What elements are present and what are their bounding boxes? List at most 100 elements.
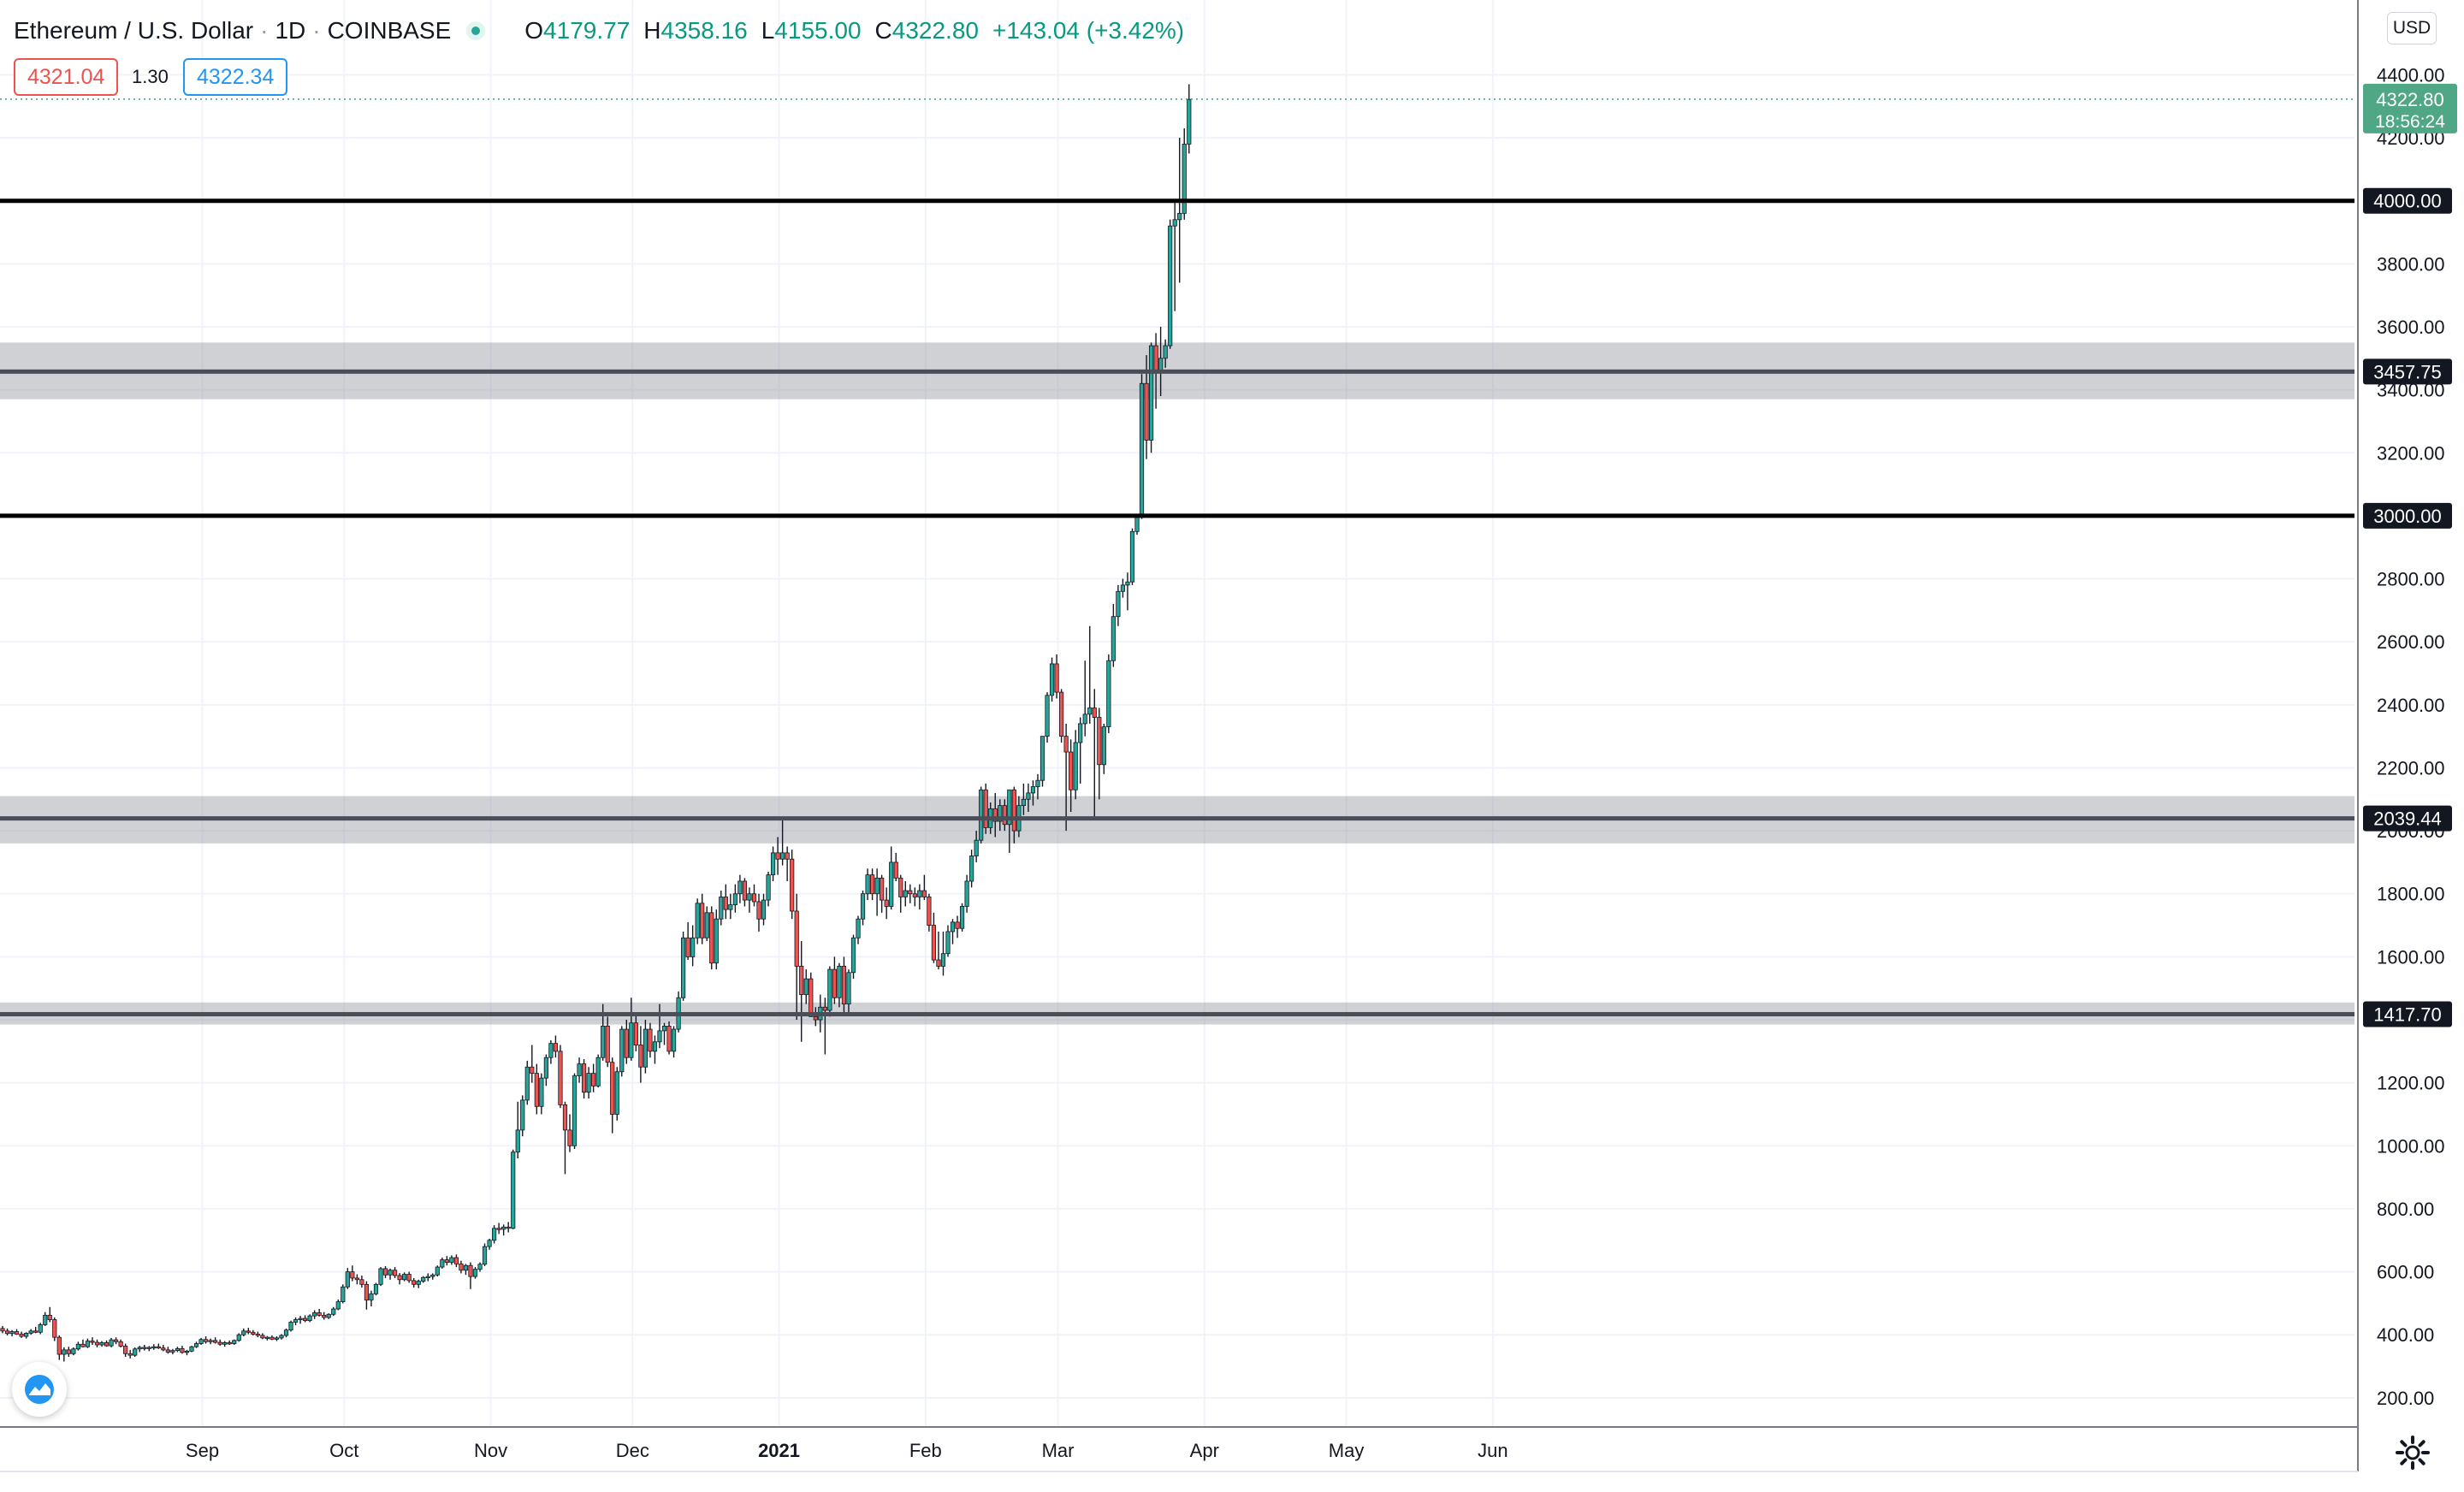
candle-body <box>950 921 956 932</box>
candle-body <box>548 1043 554 1058</box>
candle-body <box>1106 660 1111 727</box>
candle-body <box>1007 789 1012 826</box>
candle-body <box>416 1281 421 1285</box>
candle-body <box>236 1334 241 1341</box>
candle-body <box>19 1334 24 1337</box>
candle-body <box>251 1331 256 1335</box>
candle-body <box>170 1350 175 1353</box>
candle-body <box>453 1257 459 1264</box>
candle-body <box>903 890 908 897</box>
candle-body <box>756 901 761 920</box>
candle-body <box>123 1346 128 1354</box>
candle-body <box>1082 713 1087 725</box>
price-tick-label: 400.00 <box>2377 1324 2434 1346</box>
candle-body <box>761 899 767 920</box>
market-status-icon[interactable] <box>466 21 486 40</box>
candle-body <box>1040 736 1045 781</box>
candle-body <box>884 899 889 907</box>
candle-body <box>9 1331 15 1335</box>
candle-body <box>595 1057 601 1086</box>
candle-body <box>421 1276 426 1282</box>
candle-body <box>487 1240 492 1247</box>
candle-body <box>1049 663 1055 696</box>
time-tick-label: Oct <box>329 1440 358 1461</box>
buy-button[interactable]: 4322.34 <box>183 58 288 96</box>
currency-button[interactable]: USD <box>2387 12 2437 44</box>
low-value: 4155.00 <box>774 17 862 44</box>
candle-body <box>666 1025 672 1052</box>
time-tick-label: Nov <box>474 1440 507 1461</box>
candle-body <box>203 1339 209 1342</box>
candle-body <box>624 1028 629 1058</box>
candle-body <box>605 1025 610 1063</box>
last-price-badge <box>2363 83 2457 133</box>
tradingview-logo-icon[interactable] <box>12 1362 67 1417</box>
candle-body <box>435 1266 440 1276</box>
candle-body <box>359 1279 364 1285</box>
candle-body <box>1144 382 1149 441</box>
candle-body <box>1045 695 1050 737</box>
candle-body <box>591 1073 596 1086</box>
candle-body <box>530 1066 535 1075</box>
candle-body <box>865 874 870 895</box>
candle-body <box>412 1280 417 1285</box>
time-tick-label: Dec <box>616 1440 649 1461</box>
candle-body <box>213 1340 218 1343</box>
price-tick-label: 3800.00 <box>2377 253 2445 275</box>
price-tick-label: 1600.00 <box>2377 946 2445 968</box>
level-price-tag <box>2363 358 2452 385</box>
candle-body <box>1002 805 1007 826</box>
gear-icon[interactable] <box>2392 1432 2433 1473</box>
candle-body <box>482 1246 488 1265</box>
candle-body <box>326 1313 331 1318</box>
candle-body <box>567 1129 572 1146</box>
candle-body <box>714 918 719 964</box>
level-price-label: 3000.00 <box>2373 506 2442 527</box>
candle-body <box>142 1347 147 1349</box>
open-value: 4179.77 <box>543 17 631 44</box>
candle-body <box>610 1062 615 1115</box>
time-axis[interactable]: Sep Oct Nov Dec 2021 Feb Mar Apr May Jun <box>0 1426 2358 1472</box>
candle-body <box>742 880 748 901</box>
candle-body <box>1035 779 1040 787</box>
price-tick-label: 4400.00 <box>2377 64 2445 86</box>
candle-body <box>302 1317 308 1322</box>
level-price-label: 4000.00 <box>2373 191 2442 212</box>
candle-body <box>1059 691 1064 737</box>
candle-body <box>709 912 714 964</box>
candle-body <box>0 1328 5 1332</box>
price-axis[interactable]: 200.00 400.00 600.00 800.00 1000.00 1200.00 14… <box>2357 0 2457 1471</box>
candle-body <box>629 1022 634 1058</box>
candle-body <box>118 1341 123 1347</box>
candle-body <box>279 1335 284 1339</box>
candle-body <box>1163 345 1168 359</box>
candle-body <box>737 880 743 895</box>
symbol-name[interactable]: Ethereum / U.S. Dollar <box>14 17 254 44</box>
candle-body <box>790 858 795 912</box>
candle-body <box>983 789 988 828</box>
candle-body <box>501 1226 506 1230</box>
candle-body <box>874 877 880 895</box>
candle-body <box>444 1259 449 1263</box>
sell-button[interactable]: 4321.04 <box>14 58 119 96</box>
candle-body <box>723 897 728 910</box>
candle-body <box>350 1271 355 1279</box>
candle-body <box>198 1339 204 1344</box>
horizontal-levels[interactable] <box>0 98 2354 1017</box>
candle-body <box>685 937 690 957</box>
candle-body <box>1101 726 1106 766</box>
candle-body <box>785 852 790 860</box>
price-tick-label: 1000.00 <box>2377 1135 2445 1157</box>
candle-body <box>661 1025 667 1032</box>
candle-body <box>217 1341 222 1345</box>
candle-body <box>766 874 771 901</box>
candle-body <box>586 1073 591 1093</box>
interval[interactable]: 1D <box>275 17 306 44</box>
candlestick-series[interactable] <box>0 84 1192 1362</box>
candle-body <box>14 1331 20 1335</box>
candle-body <box>392 1270 398 1276</box>
candle-body <box>369 1293 374 1301</box>
candle-body <box>274 1337 280 1340</box>
close-label: C <box>874 17 892 44</box>
